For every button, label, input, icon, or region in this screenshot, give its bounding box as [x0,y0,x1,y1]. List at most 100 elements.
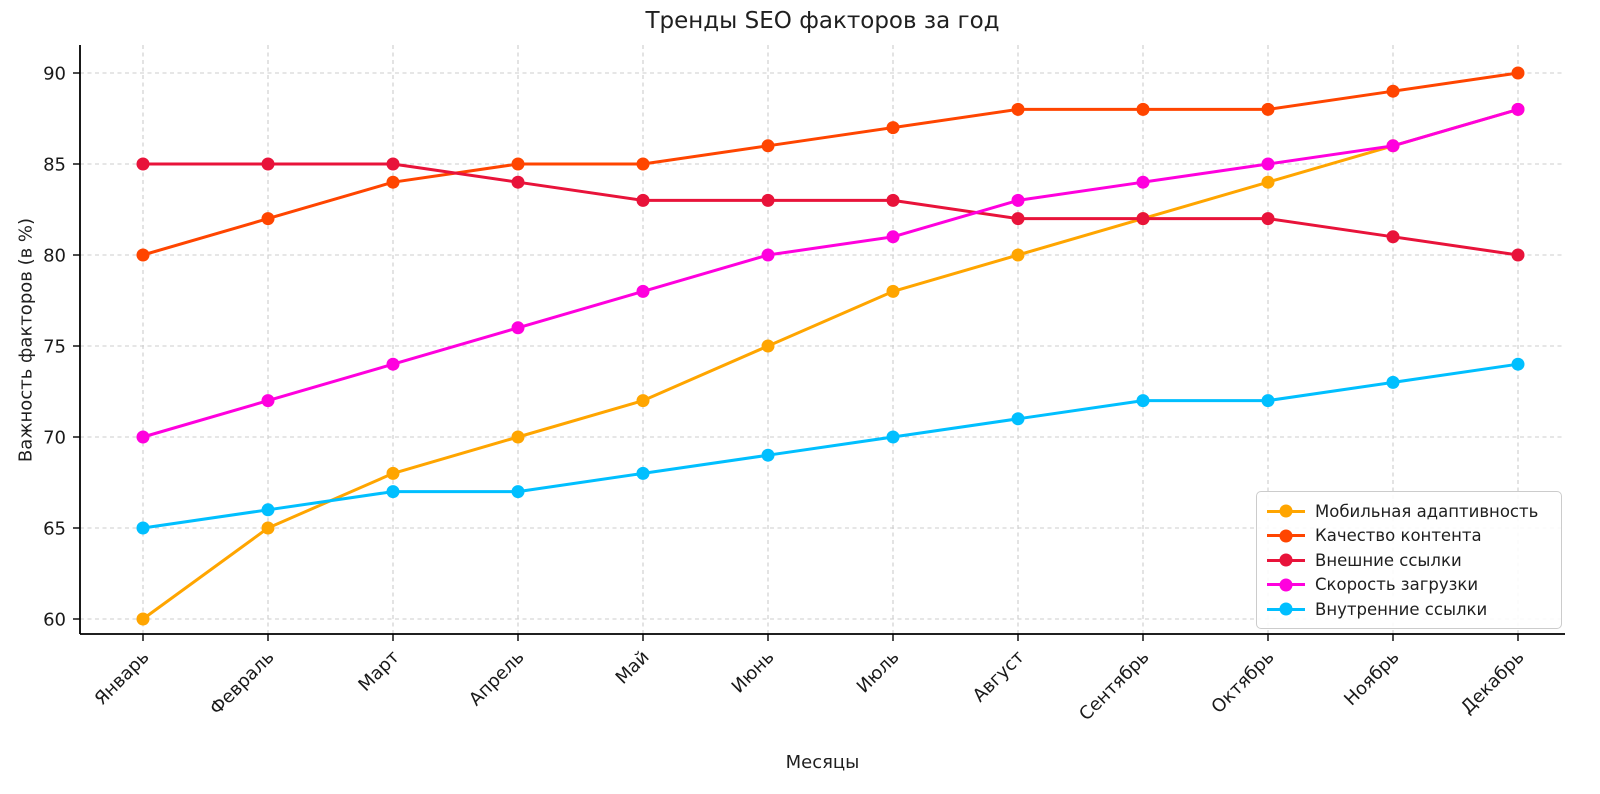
data-point-marker [511,321,525,335]
data-point-marker [886,121,900,135]
data-point-marker [261,394,275,408]
data-point-marker [511,157,525,171]
data-point-marker [636,284,650,298]
data-point-marker [1386,230,1400,244]
data-point-marker [1261,212,1275,226]
data-point-marker [386,466,400,480]
data-point-marker [886,230,900,244]
data-point-marker [1261,394,1275,408]
data-point-marker [386,357,400,371]
data-point-marker [636,394,650,408]
x-tick-label: Декабрь [1457,647,1529,719]
data-point-marker [511,430,525,444]
data-point-marker [1261,157,1275,171]
data-point-marker [261,503,275,517]
axes-spines [79,45,1565,635]
x-tick-label: Январь [91,647,154,710]
data-point-marker [761,248,775,262]
data-point-marker [761,448,775,462]
data-point-marker [1386,375,1400,389]
legend-label: Внутренние ссылки [1315,599,1488,619]
data-point-marker [1511,102,1525,116]
data-point-marker [886,193,900,207]
data-point-marker [636,466,650,480]
series-line [141,107,1520,621]
data-point-marker [761,139,775,153]
x-tick-label: Март [354,647,403,696]
y-tick-label: 75 [43,337,66,358]
legend-line-marker-icon [1267,503,1305,519]
data-point-marker [386,175,400,189]
data-point-marker [1136,394,1150,408]
y-tick-label: 65 [43,519,66,540]
data-point-marker [1386,84,1400,98]
legend-line-marker-icon [1267,552,1305,568]
data-point-marker [1011,248,1025,262]
data-point-marker [386,485,400,499]
legend-label: Скорость загрузки [1315,575,1479,594]
legend-label: Качество контента [1315,526,1482,545]
data-point-marker [761,339,775,353]
series-line [141,107,1520,439]
data-point-marker [136,157,150,171]
legend-label: Внешние ссылки [1315,550,1462,570]
x-tick-label: Июнь [728,647,779,698]
data-point-marker [1261,102,1275,116]
x-tick-label: Февраль [206,647,279,720]
data-point-marker [511,175,525,189]
data-point-marker [1011,102,1025,116]
series-line [141,71,1520,257]
data-point-marker [1011,412,1025,426]
x-tick-label: Сентябрь [1075,647,1153,725]
legend-item: Мобильная адаптивность [1267,501,1549,521]
legend-item: Качество контента [1267,526,1549,546]
data-point-marker [1511,248,1525,262]
y-tick-label: 80 [43,246,66,267]
x-tick-label: Июль [853,647,904,698]
legend-item: Внутренние ссылки [1267,599,1549,619]
chart-title: Тренды SEO факторов за год [645,8,1000,34]
legend-line-marker-icon [1267,577,1305,593]
legend: Мобильная адаптивность Качество контента В… [1256,491,1562,629]
x-tick-label: Май [612,647,654,689]
legend-line-marker-icon [1267,601,1305,617]
data-point-marker [261,157,275,171]
y-tick-label: 90 [43,64,66,85]
y-tick-labels: 60 65 70 75 80 85 90 [43,64,66,631]
y-tick-label: 85 [43,155,66,176]
legend-item: Внешние ссылки [1267,550,1549,570]
data-point-marker [136,248,150,262]
y-tick-label: 60 [43,610,66,631]
data-point-marker [636,193,650,207]
data-point-marker [1011,193,1025,207]
data-point-marker [386,157,400,171]
series-3 [136,102,1525,444]
x-tick-label: Апрель [465,647,528,710]
x-tick-label: Август [969,647,1029,707]
data-point-marker [136,612,150,626]
data-point-marker [511,485,525,499]
data-point-marker [886,284,900,298]
data-point-marker [1386,139,1400,153]
data-point-marker [636,157,650,171]
data-point-marker [136,521,150,535]
data-point-marker [1511,66,1525,80]
legend-line-marker-icon [1267,528,1305,544]
series-1 [136,66,1525,262]
data-point-marker [1261,175,1275,189]
y-tick-label: 70 [43,428,66,449]
tick-marks [73,72,1519,641]
data-point-marker [886,430,900,444]
data-point-marker [1136,212,1150,226]
x-tick-labels: Январь Февраль Март Апрель Май Июнь Июль Август… [91,647,1529,725]
data-point-marker [1136,102,1150,116]
x-tick-label: Ноябрь [1340,647,1403,710]
data-point-marker [261,521,275,535]
x-axis-label: Месяцы [785,752,860,773]
series-4 [136,357,1525,535]
data-point-marker [136,430,150,444]
series-line [141,362,1520,530]
data-point-marker [1136,175,1150,189]
